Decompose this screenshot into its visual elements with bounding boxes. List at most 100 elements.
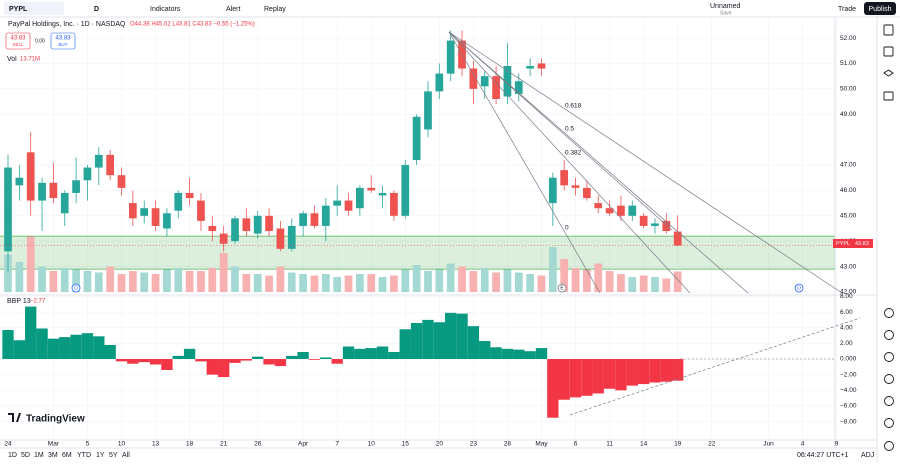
x-tick-label: 22 [708,441,716,448]
histogram-bar [547,359,559,418]
histogram-bar [252,356,264,360]
zone [0,236,835,270]
histogram-bar [297,351,309,360]
y-tick-label: 51.00 [840,60,857,67]
x-tick-label: 19 [674,441,682,448]
volume-bar [458,266,466,292]
histogram-bar [229,359,241,363]
histogram-bar [149,359,162,365]
event-label: D [797,285,801,291]
clock: 06:44:27 UTC+1 [797,452,849,459]
range-button[interactable]: 5D [21,452,30,459]
y-tick-label: 49.00 [840,111,857,118]
candle-body [197,200,205,221]
event-label: D [74,285,78,291]
event-label: E [560,285,564,291]
publish-button[interactable] [864,2,896,15]
histogram-bar [81,333,94,360]
histogram-bar [217,359,230,378]
range-button[interactable]: All [122,452,130,459]
candle-body [526,65,534,69]
volume-bar [151,274,160,292]
buy-label[interactable]: BUY [58,42,67,47]
histogram-bar [513,349,525,360]
event-marker[interactable] [557,283,567,293]
range-button[interactable]: 6M [62,452,72,459]
price-tag [833,239,873,248]
trend-line[interactable] [569,317,861,416]
candle-body [231,218,239,242]
candle-body [401,165,410,216]
volume-bar [208,268,217,292]
sell-button[interactable] [5,32,31,50]
adjust-toggle[interactable]: ADJ [861,452,874,459]
histogram-bar [490,347,502,360]
x-tick-label: 24 [4,441,12,448]
symbol-search[interactable] [4,2,64,15]
volume-bar [424,271,432,292]
histogram-bar [637,359,650,385]
event-marker[interactable] [71,283,81,293]
volume-bar [60,268,69,292]
symbol[interactable]: PYPL [9,6,28,13]
range-button[interactable]: 5Y [109,452,118,459]
volume-bar [639,275,648,292]
candle-body [469,68,478,89]
indicators-button[interactable]: Indicators [150,6,181,13]
volume-bar [583,269,591,292]
interval[interactable]: D [94,6,99,13]
histogram-bar [59,337,71,360]
price-tag-symbol: PYPL [836,241,850,247]
y-tick-label: 45.00 [840,213,857,220]
histogram-bar [47,338,60,360]
candle-body [594,203,603,209]
volume-bar [4,254,12,292]
volume-bar [15,262,24,292]
volume-bar [480,268,489,292]
alert-button[interactable]: Alert [226,6,240,13]
layout-name[interactable]: Unnamed [710,3,740,10]
range-button[interactable]: 1D [8,452,17,459]
candle-body [15,177,24,186]
range-button[interactable]: YTD [77,452,91,459]
candle-body [571,185,580,188]
histogram-bar [603,359,616,389]
price-tag-price: 43.83 [855,241,869,247]
histogram-bar [115,359,128,362]
y-tick-label: 4.00 [840,324,853,331]
y-tick-label: 42.00 [840,289,857,296]
publish-label[interactable]: Publish [869,6,892,13]
candle-body [605,208,614,214]
buy-button[interactable] [50,32,76,50]
range-button[interactable]: 3M [48,452,58,459]
histogram-bar [399,329,411,360]
trade-button[interactable]: Trade [838,6,856,13]
candle-body [151,208,160,226]
candle-body [83,167,92,181]
candle-body [673,231,682,246]
y-tick-label: −4.00 [840,387,857,394]
volume-bar [412,265,421,292]
volume-bar [128,271,137,292]
buy-price[interactable]: 43.83 [55,36,71,42]
logo: TradingView [26,414,85,425]
histogram-bar [2,330,14,360]
replay-button[interactable]: Replay [264,6,286,13]
y-tick-label: 43.00 [840,263,857,270]
range-button[interactable]: 1Y [96,452,105,459]
range-button[interactable]: 1M [34,452,44,459]
volume-bar [49,271,58,292]
volume-bar [265,275,273,292]
y-tick-label: −6.00 [840,403,857,410]
sell-label[interactable]: SELL [12,42,24,47]
fib-fan[interactable] [448,31,843,294]
volume-bar [435,269,444,292]
sidebar-icons[interactable] [883,24,894,451]
event-marker[interactable] [794,283,804,293]
histogram-bar [433,322,445,360]
histogram-bar [479,341,491,360]
candle-body [367,187,376,191]
histogram-bar [581,359,593,396]
sell-price[interactable]: 43.83 [10,36,26,42]
